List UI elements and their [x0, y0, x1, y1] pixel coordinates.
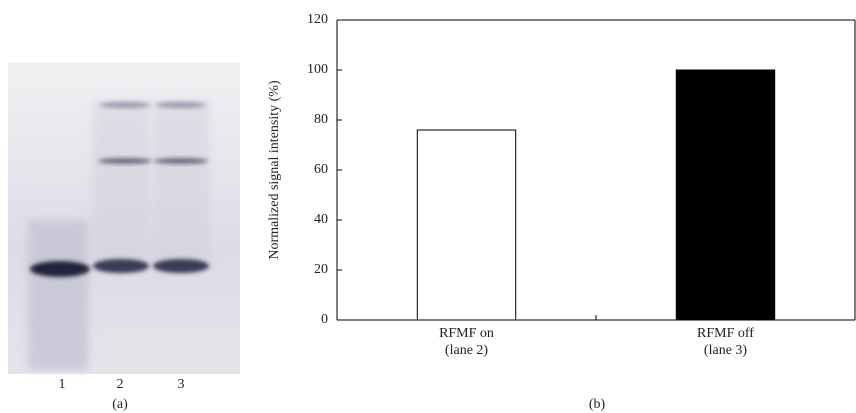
- panel-label: (a): [112, 397, 128, 412]
- y-tick-label: 20: [314, 262, 328, 277]
- gel-image: [8, 62, 240, 374]
- x-tick-label: RFMF off(lane 3): [697, 326, 754, 358]
- y-tick-label: 60: [314, 162, 328, 177]
- lane-label: 1: [59, 377, 66, 392]
- y-tick-label: 120: [307, 12, 328, 27]
- bar: [676, 70, 774, 320]
- y-axis-label: Normalized signal intensity (%): [267, 80, 282, 260]
- bar: [417, 130, 515, 320]
- lane-label: 3: [178, 377, 185, 392]
- gel-labels: (a) 1 2 3: [59, 377, 185, 412]
- x-tick-label: RFMF on(lane 2): [439, 326, 494, 358]
- bar-chart: (b) Normalized signal intensity (%) 0 20 4…: [267, 12, 855, 412]
- panel-label: (b): [589, 397, 606, 412]
- y-tick-label: 0: [321, 312, 328, 327]
- lane-label: 2: [117, 377, 124, 392]
- figure: (a) 1 2 3 (b) Normalized signal intensity …: [0, 0, 856, 413]
- y-tick-label: 80: [314, 112, 328, 127]
- y-tick-label: 100: [307, 62, 328, 77]
- y-tick-label: 40: [314, 212, 328, 227]
